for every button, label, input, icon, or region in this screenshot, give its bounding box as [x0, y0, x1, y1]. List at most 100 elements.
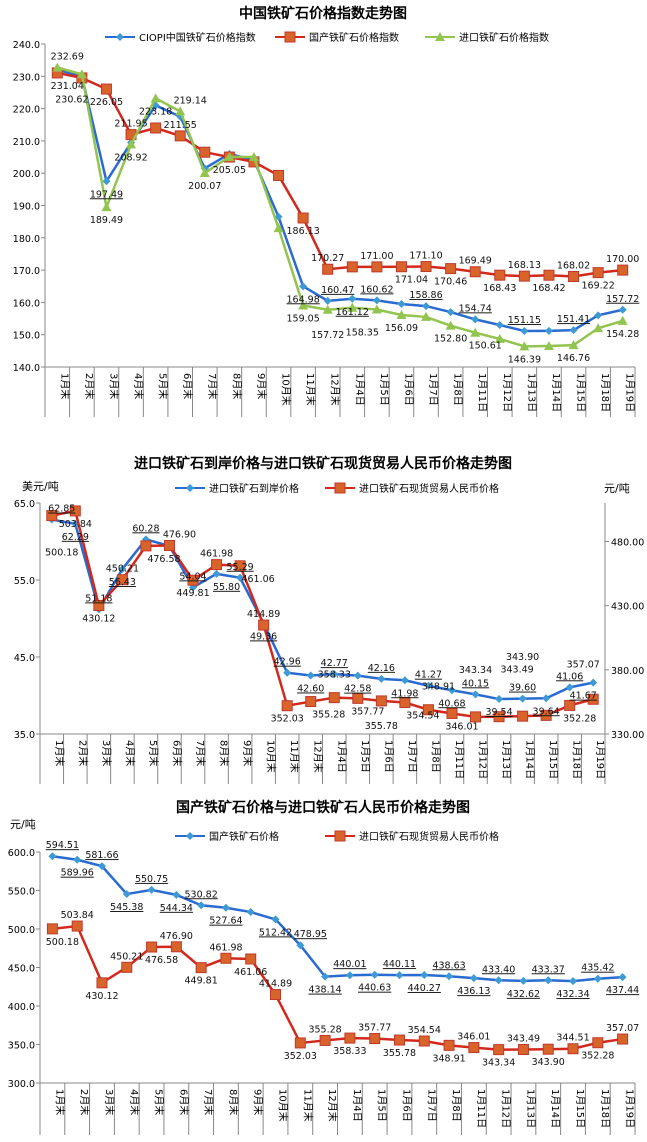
data-point: [346, 261, 358, 273]
x-tick-label: 12月末: [326, 1089, 339, 1122]
data-point: [592, 267, 604, 279]
data-label: 146.39: [508, 354, 541, 365]
x-tick-label: 11月末: [301, 1089, 314, 1122]
legend-label: 进口铁矿石现货贸易人民币价格: [359, 830, 499, 843]
data-point: [543, 341, 554, 351]
y-tick-label: 220.0: [13, 105, 40, 116]
data-label: 343.34: [482, 1058, 515, 1069]
data-label: 438.63: [432, 960, 465, 971]
data-point: [470, 327, 481, 337]
data-label: 62.29: [62, 532, 89, 543]
data-point: [283, 668, 292, 677]
data-label: 232.69: [51, 52, 84, 63]
data-label: 432.62: [507, 989, 540, 1000]
legend-label: 进口铁矿石现货贸易人民币价格: [359, 482, 499, 495]
data-point: [393, 1034, 405, 1046]
data-point: [96, 977, 108, 989]
data-point: [330, 670, 339, 679]
data-label: 151.41: [557, 314, 590, 325]
data-point: [395, 261, 407, 273]
data-label: 169.49: [459, 256, 492, 267]
x-tick-label: 7月末: [194, 740, 207, 766]
data-point: [46, 510, 58, 522]
chart-title: 国产铁矿石价格与进口铁矿石人民币价格走势图: [176, 799, 470, 816]
data-point: [420, 970, 429, 979]
data-label: 440.27: [408, 983, 441, 994]
data-label: 55.29: [227, 562, 254, 573]
data-point: [569, 977, 578, 986]
x-tick-label: 1月13日: [500, 740, 512, 779]
x-tick-label: 1月11日: [475, 1089, 487, 1128]
data-point: [299, 282, 308, 291]
data-label: 60.28: [132, 523, 159, 534]
data-label: 450.21: [110, 951, 143, 962]
x-tick-label: 1月4日: [353, 373, 365, 406]
data-label: 357.07: [567, 659, 600, 670]
x-tick-label: 1月5日: [359, 740, 371, 773]
data-label: 438.14: [308, 985, 341, 996]
y-tick-label: 140.0: [13, 363, 40, 374]
data-label: 414.89: [259, 979, 292, 990]
data-label: 476.58: [145, 955, 178, 966]
data-point: [236, 573, 245, 582]
y-tick-label: 300.0: [8, 1079, 35, 1090]
data-point: [348, 294, 357, 303]
data-label: 41.67: [570, 691, 597, 702]
x-tick-label: 1月19日: [594, 740, 606, 779]
data-point: [174, 130, 186, 142]
x-tick-label: 12月末: [329, 373, 342, 406]
x-tick-label: 1月14日: [550, 373, 562, 412]
y-tick-label: 500.0: [8, 925, 35, 936]
legend-marker-diamond: [186, 832, 194, 840]
x-tick-label: 5月末: [147, 740, 160, 766]
data-label: 352.28: [581, 1051, 614, 1062]
data-point: [224, 151, 235, 161]
data-point: [421, 311, 432, 321]
data-label: 164.98: [287, 294, 320, 305]
y2-axis-label: 元/吨: [604, 482, 630, 495]
data-label: 41.98: [391, 688, 418, 699]
data-label: 40.15: [462, 678, 489, 689]
data-point: [397, 300, 406, 309]
data-label: 42.60: [297, 683, 324, 694]
data-point: [281, 700, 293, 712]
legend-marker-diamond: [186, 484, 194, 492]
x-tick-label: 2月末: [78, 1089, 91, 1115]
data-point: [593, 323, 604, 333]
data-point: [345, 971, 354, 980]
data-point: [147, 885, 156, 894]
legend-label: CIOPI中国铁矿石价格指数: [139, 31, 256, 44]
x-tick-label: 8月末: [227, 1089, 240, 1115]
data-label: 54.04: [179, 571, 206, 582]
x-tick-label: 7月末: [202, 1089, 215, 1115]
data-point: [470, 711, 482, 723]
y-axis-label: 元/吨: [10, 818, 36, 831]
x-tick-label: 1月末: [53, 740, 66, 766]
data-point: [126, 139, 137, 149]
data-label: 348.91: [422, 682, 455, 693]
y-tick-label: 230.0: [13, 72, 40, 83]
data-point: [220, 952, 232, 964]
data-point: [258, 619, 270, 631]
legend-label: 进口铁矿石到岸价格: [209, 482, 299, 495]
data-point: [593, 974, 602, 983]
data-point: [543, 269, 555, 281]
x-tick-label: 9月末: [241, 740, 254, 766]
data-point: [353, 671, 362, 680]
data-label: 355.28: [312, 710, 345, 721]
data-point: [306, 671, 315, 680]
x-tick-label: 1月18日: [599, 1089, 611, 1128]
data-label: 500.18: [45, 548, 78, 559]
x-tick-label: 5月末: [153, 1089, 166, 1115]
data-point: [372, 296, 381, 305]
data-point: [248, 152, 259, 162]
x-tick-label: 8月末: [218, 740, 231, 766]
x-tick-label: 6月末: [177, 1089, 190, 1115]
data-label: 358.33: [333, 1046, 366, 1057]
data-label: 355.28: [308, 1024, 341, 1035]
data-point: [518, 270, 530, 282]
data-label: 168.43: [483, 283, 516, 294]
x-tick-label: 1月6日: [382, 740, 394, 773]
data-label: 581.66: [85, 850, 118, 861]
